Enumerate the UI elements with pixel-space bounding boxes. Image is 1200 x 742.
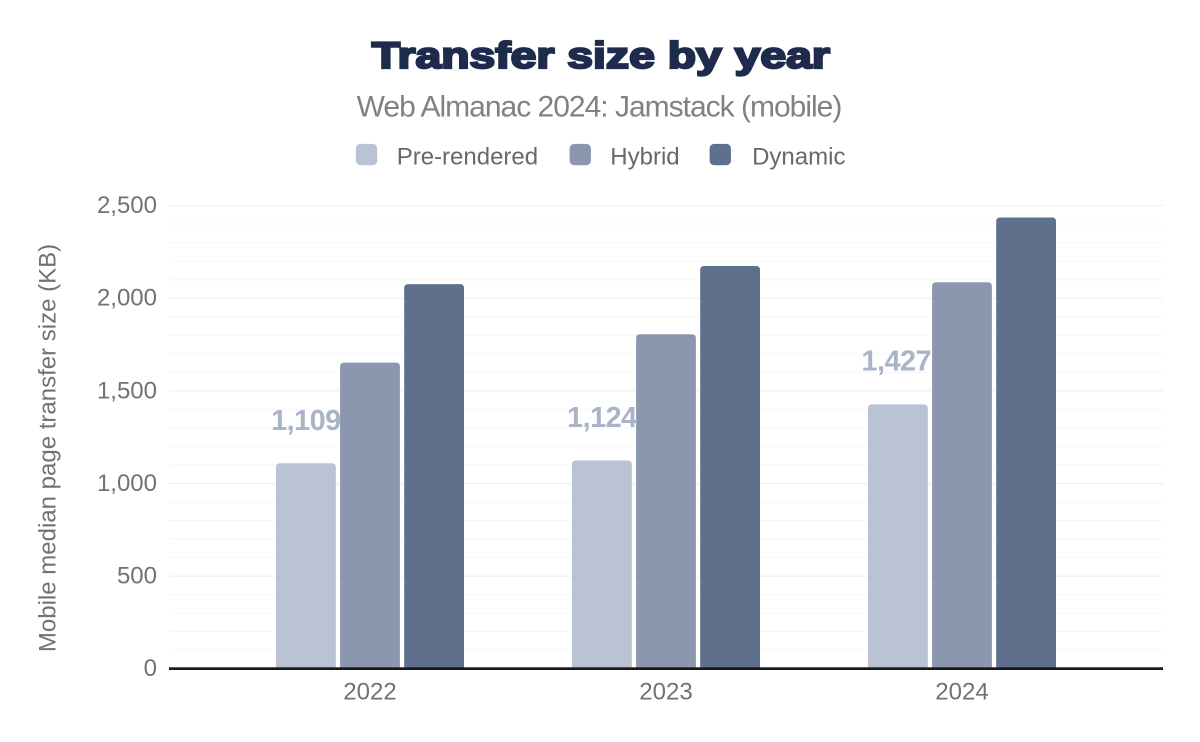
svg-text:2,000: 2,000 xyxy=(97,285,157,312)
svg-text:1,427: 1,427 xyxy=(862,345,932,377)
svg-text:2022: 2022 xyxy=(343,679,396,706)
svg-text:Web Almanac 2024: Jamstack (mo: Web Almanac 2024: Jamstack (mobile) xyxy=(357,90,842,123)
svg-text:1,500: 1,500 xyxy=(97,377,157,404)
svg-text:0: 0 xyxy=(144,655,157,682)
svg-text:2023: 2023 xyxy=(639,679,692,706)
svg-text:Dynamic: Dynamic xyxy=(752,143,845,170)
svg-text:Hybrid: Hybrid xyxy=(610,143,679,170)
svg-text:Pre-rendered: Pre-rendered xyxy=(397,143,538,170)
svg-text:500: 500 xyxy=(117,563,157,590)
svg-text:2,500: 2,500 xyxy=(97,192,157,219)
svg-text:2024: 2024 xyxy=(935,679,988,706)
svg-text:1,109: 1,109 xyxy=(271,405,341,437)
svg-text:1,124: 1,124 xyxy=(567,402,637,434)
svg-text:Transfer size by year: Transfer size by year xyxy=(372,35,830,76)
svg-text:1,000: 1,000 xyxy=(97,470,157,497)
svg-text:Mobile median page transfer si: Mobile median page transfer size (KB) xyxy=(35,244,62,652)
